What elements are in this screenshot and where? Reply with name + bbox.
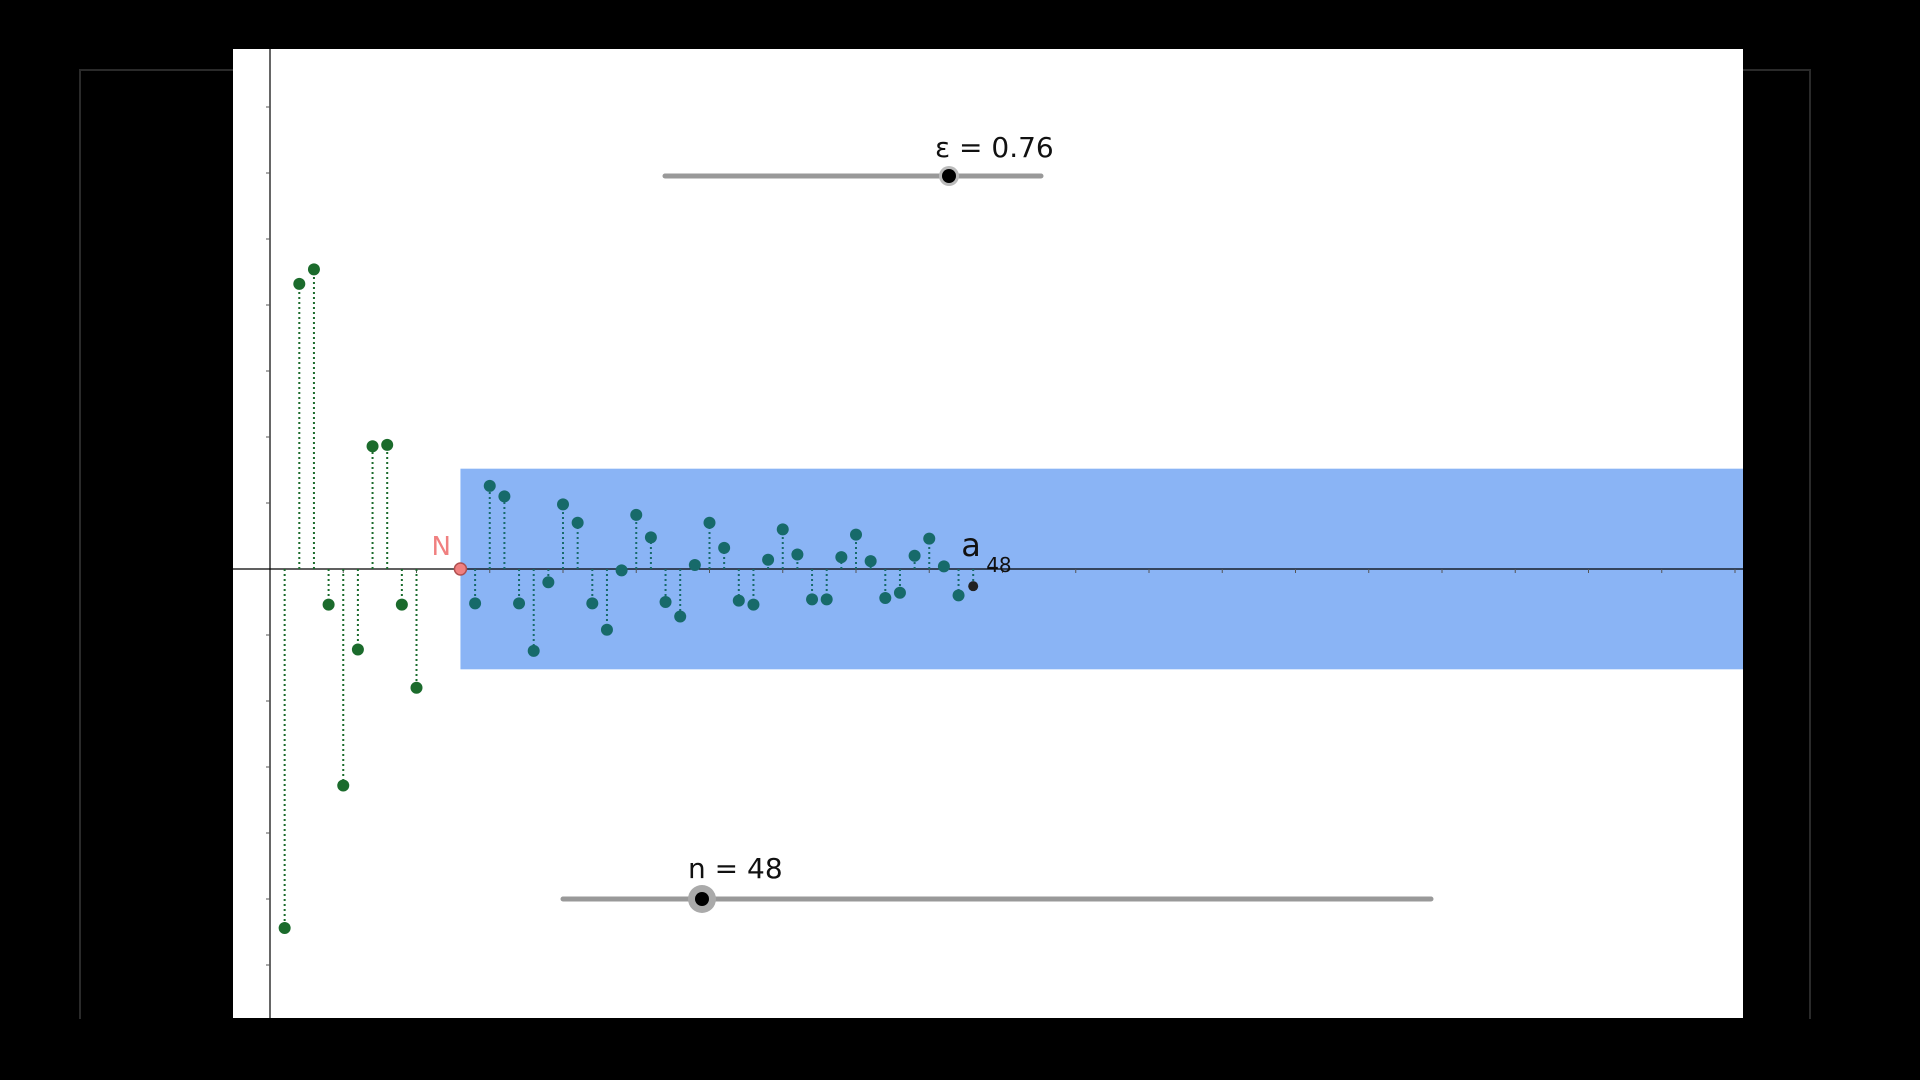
epsilon-slider-knob[interactable] — [942, 169, 956, 183]
x-axis-ticks — [342, 569, 1736, 573]
sequence-point — [923, 532, 936, 545]
n-slider-knob[interactable] — [695, 892, 709, 906]
epsilon-slider-label: ε = 0.76 — [935, 131, 1054, 164]
n-slider[interactable]: n = 48 — [560, 852, 1434, 913]
sequence-point — [806, 593, 819, 606]
sequence-point — [542, 576, 555, 589]
sequence-point — [498, 490, 511, 503]
sequence-point — [762, 553, 775, 566]
axes — [233, 49, 1743, 1018]
sequence-point — [835, 551, 848, 564]
sequence-points — [278, 263, 979, 935]
sequence-point — [688, 559, 701, 572]
sequence-point — [820, 593, 833, 606]
point-stems — [283, 269, 975, 929]
sequence-point — [469, 597, 482, 610]
sequence-point — [644, 531, 657, 544]
sequence-point — [952, 589, 965, 602]
sequence-point — [864, 555, 877, 568]
sequence-point — [937, 560, 950, 573]
current-point — [968, 581, 979, 592]
n-marker-label: N — [431, 532, 450, 562]
sequence-point — [732, 594, 745, 607]
sequence-point — [381, 438, 394, 451]
sequence-point — [322, 598, 335, 611]
sequence-point — [557, 498, 569, 511]
n-slider-label: n = 48 — [688, 852, 783, 885]
sequence-point — [630, 508, 643, 521]
sequence-point — [571, 516, 584, 529]
sequence-plot: N a 48 ε = 0.76 n = 48 — [233, 49, 1743, 1018]
n-marker-point[interactable] — [453, 562, 468, 576]
sequence-point — [278, 922, 291, 935]
sequence-point — [776, 523, 789, 536]
sequence-point — [600, 623, 613, 636]
sequence-point — [879, 592, 892, 605]
sequence-point — [850, 528, 862, 541]
sequence-point — [337, 779, 350, 792]
sequence-point — [527, 644, 540, 657]
sequence-point — [674, 610, 687, 623]
sequence-point — [908, 549, 921, 562]
point-label-letter: a — [961, 526, 981, 564]
sequence-point — [703, 516, 716, 529]
graphics-view[interactable]: N a 48 ε = 0.76 n = 48 — [233, 49, 1743, 1018]
sequence-point — [893, 586, 906, 599]
sequence-point — [307, 263, 320, 276]
sequence-point — [513, 597, 526, 610]
sequence-point — [395, 598, 408, 611]
sequence-point — [366, 440, 379, 453]
point-label-subscript: 48 — [986, 553, 1011, 577]
y-axis-ticks — [266, 106, 270, 966]
sequence-point — [659, 596, 672, 608]
sequence-point — [293, 277, 306, 290]
sequence-point — [615, 564, 628, 577]
sequence-point — [791, 548, 804, 561]
epsilon-slider[interactable]: ε = 0.76 — [662, 131, 1054, 186]
sequence-point — [410, 681, 423, 694]
sequence-point — [747, 598, 760, 611]
sequence-point — [351, 643, 364, 656]
sequence-point — [483, 479, 496, 492]
sequence-point — [586, 597, 599, 610]
current-point-label: a 48 — [961, 526, 1011, 577]
sequence-point — [718, 541, 731, 554]
